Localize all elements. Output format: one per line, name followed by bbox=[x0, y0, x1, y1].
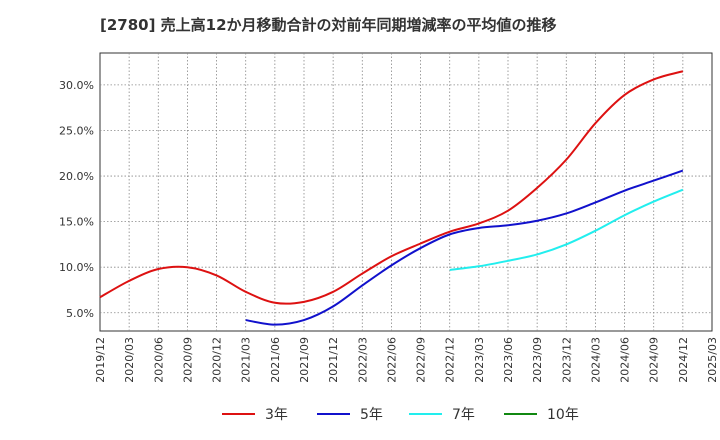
x-tick-label: 2022/12 bbox=[444, 337, 457, 383]
plot-area bbox=[99, 52, 713, 332]
series-line-0 bbox=[99, 70, 684, 305]
x-tick-label: 2024/03 bbox=[589, 337, 602, 383]
series-line-2 bbox=[449, 188, 684, 271]
legend-label-1: 5年 bbox=[360, 407, 383, 423]
x-tick-label: 2020/12 bbox=[211, 337, 224, 383]
y-axis-ticks: 5.0% 10.0% 15.0% 20.0% 25.0% 30.0% bbox=[59, 79, 94, 320]
x-tick-label: 2023/06 bbox=[502, 337, 515, 383]
y-tick-label: 25.0% bbox=[59, 124, 94, 137]
x-tick-label: 2019/12 bbox=[94, 337, 107, 383]
x-tick-label: 2021/03 bbox=[240, 337, 253, 383]
x-tick-label: 2024/09 bbox=[648, 337, 661, 383]
legend-label-0: 3年 bbox=[265, 407, 288, 423]
x-tick-label: 2021/06 bbox=[269, 337, 282, 383]
x-tick-label: 2023/12 bbox=[560, 337, 573, 383]
legend-label-3: 10年 bbox=[547, 407, 579, 423]
y-tick-label: 5.0% bbox=[66, 307, 94, 320]
x-tick-label: 2021/09 bbox=[298, 337, 311, 383]
x-tick-label: 2020/06 bbox=[152, 337, 165, 383]
chart-title: [2780] 売上高12か月移動合計の対前年同期増減率の平均値の推移 bbox=[100, 16, 557, 34]
x-tick-label: 2022/09 bbox=[415, 337, 428, 383]
y-tick-label: 30.0% bbox=[59, 79, 94, 92]
x-tick-label: 2023/09 bbox=[531, 337, 544, 383]
y-tick-label: 10.0% bbox=[59, 261, 94, 274]
x-tick-label: 2021/12 bbox=[327, 337, 340, 383]
x-tick-label: 2020/09 bbox=[181, 337, 194, 383]
y-tick-label: 20.0% bbox=[59, 170, 94, 183]
y-tick-label: 15.0% bbox=[59, 216, 94, 229]
series-line-1 bbox=[245, 169, 684, 326]
x-tick-label: 2022/06 bbox=[385, 337, 398, 383]
x-tick-label: 2023/03 bbox=[473, 337, 486, 383]
series-layer bbox=[99, 70, 684, 326]
x-tick-label: 2024/12 bbox=[677, 337, 690, 383]
legend: 3年 5年 7年 10年 bbox=[222, 407, 579, 423]
x-axis-ticks: 2019/12 2020/03 2020/06 2020/09 2020/12 2021/… bbox=[94, 337, 719, 383]
x-tick-label: 2025/03 bbox=[706, 337, 719, 383]
x-tick-label: 2022/03 bbox=[356, 337, 369, 383]
legend-label-2: 7年 bbox=[452, 407, 475, 423]
x-tick-label: 2024/06 bbox=[619, 337, 632, 383]
x-tick-label: 2020/03 bbox=[123, 337, 136, 383]
